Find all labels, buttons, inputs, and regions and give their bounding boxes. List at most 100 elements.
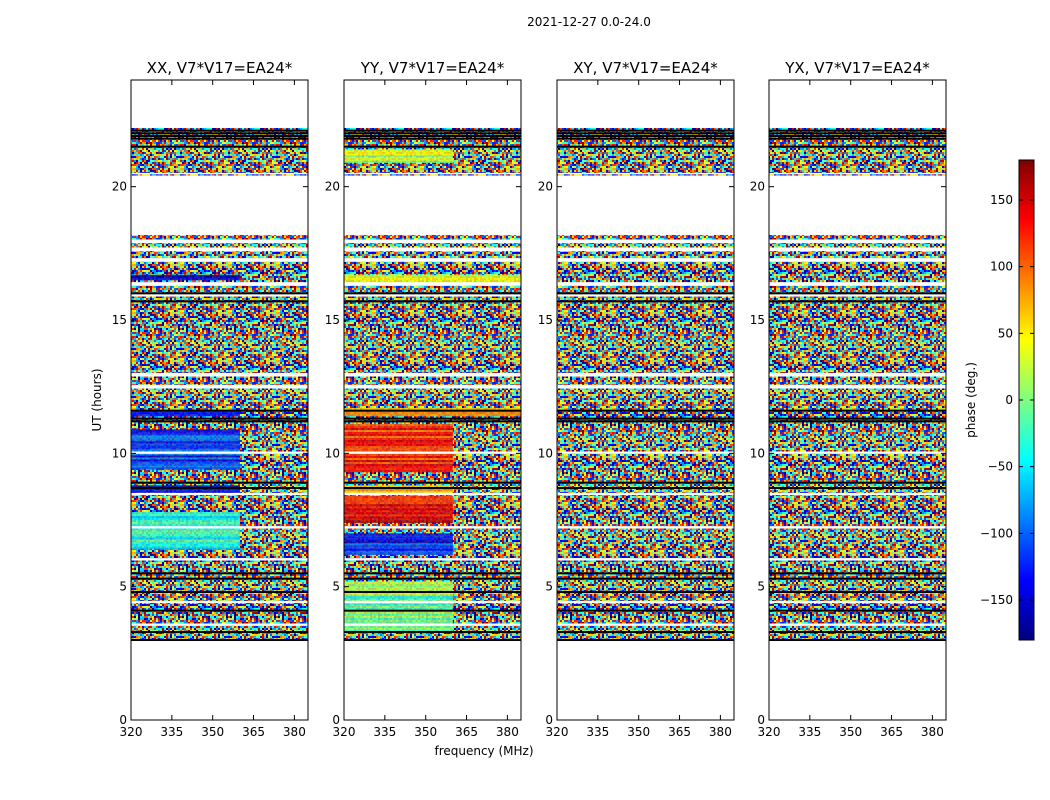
gap-row <box>557 175 734 236</box>
flagged-row <box>769 577 946 580</box>
region-strip <box>131 445 240 448</box>
flagged-row <box>769 487 946 489</box>
flagged-row <box>557 137 734 140</box>
panel-title: YX, V7*V17=EA24* <box>784 59 930 77</box>
flagged-row <box>557 577 734 580</box>
x-tick-label: 350 <box>414 725 437 739</box>
region-strip <box>344 442 453 445</box>
gap-row <box>557 294 734 297</box>
gap-row <box>344 294 521 297</box>
flagged-row <box>557 135 734 137</box>
region-strip <box>131 485 240 488</box>
region-strip <box>131 457 240 460</box>
gap-row <box>131 558 308 561</box>
gap-row <box>769 247 946 252</box>
y-tick-label: 0 <box>545 713 553 727</box>
y-tick-label: 10 <box>325 446 340 460</box>
gap-row <box>769 623 946 626</box>
flagged-row <box>131 417 308 420</box>
flagged-row <box>344 135 521 137</box>
gap-row <box>131 247 308 252</box>
flagged-row <box>557 487 734 489</box>
flagged-row <box>557 639 734 641</box>
x-tick-label: 335 <box>160 725 183 739</box>
y-tick-label: 10 <box>112 446 127 460</box>
region-strip <box>344 468 453 471</box>
region-strip <box>344 625 453 629</box>
region-strip <box>344 454 453 457</box>
region-strip <box>344 510 453 513</box>
panel-0: XX, V7*V17=EA24* 320 335 350 365 380 0 5 10 15 20 <box>112 59 309 739</box>
gap-row <box>344 258 521 262</box>
region-strip <box>344 412 521 415</box>
region-strip <box>344 496 453 499</box>
flagged-row <box>557 591 734 593</box>
gap-row <box>344 384 521 389</box>
region-strip <box>344 585 453 588</box>
region-strip <box>344 426 453 429</box>
gap-row <box>131 239 308 244</box>
axes-frame <box>130 79 309 721</box>
region-strip <box>131 431 240 434</box>
region-strip <box>344 615 453 619</box>
region-strip <box>131 274 240 277</box>
coherent-region <box>344 274 521 283</box>
region-strip <box>131 441 240 444</box>
region-strip <box>131 439 240 442</box>
coherent-region <box>344 424 453 473</box>
region-strip <box>344 546 453 550</box>
region-strip <box>131 491 240 494</box>
region-strip <box>131 523 240 527</box>
region-strip <box>344 458 453 461</box>
region-strip <box>131 529 240 532</box>
flagged-row <box>344 292 521 295</box>
region-strip <box>344 280 521 283</box>
flagged-row <box>769 631 946 633</box>
region-strip <box>344 489 453 492</box>
region-strip <box>344 611 453 615</box>
flagged-row <box>557 609 734 612</box>
x-tick-label: 335 <box>586 725 609 739</box>
coherent-region <box>131 512 240 550</box>
region-strip <box>344 500 453 503</box>
region-strip <box>344 581 453 584</box>
gap-row <box>557 451 734 454</box>
flagged-row <box>344 591 521 593</box>
region-strip <box>344 627 453 631</box>
flagged-row <box>344 609 521 612</box>
x-tick-label: 320 <box>333 725 356 739</box>
flagged-row <box>557 292 734 295</box>
flagged-row <box>769 481 946 484</box>
panel-title: XY, V7*V17=EA24* <box>573 59 718 77</box>
gap-row <box>131 372 308 377</box>
y-tick-label: 10 <box>750 446 765 460</box>
flagged-row <box>769 300 946 303</box>
gap-row <box>769 258 946 262</box>
flagged-row <box>769 639 946 641</box>
coherent-region <box>131 274 240 281</box>
x-tick-label: 380 <box>709 725 732 739</box>
flagged-row <box>131 609 308 612</box>
colorbar-tick-label: 100 <box>990 260 1013 274</box>
y-tick-label: 15 <box>538 313 553 327</box>
x-tick-label: 380 <box>283 725 306 739</box>
flagged-row <box>344 409 521 412</box>
y-tick-label: 15 <box>325 313 340 327</box>
region-strip <box>344 535 453 538</box>
region-strip <box>344 597 453 600</box>
x-tick-label: 350 <box>627 725 650 739</box>
flagged-row <box>769 591 946 593</box>
region-strip <box>344 607 453 611</box>
gap-row <box>557 282 734 286</box>
colorbar-tick-label: 0 <box>1005 393 1013 407</box>
region-strip <box>131 537 240 540</box>
region-strip <box>344 155 453 158</box>
y-axis-label: UT (hours) <box>90 368 104 431</box>
region-strip <box>131 429 240 432</box>
flagged-row <box>131 129 308 132</box>
figure-suptitle: 2021-12-27 0.0-24.0 <box>527 15 651 29</box>
colorbar-label: phase (deg.) <box>964 362 978 438</box>
gap-row <box>557 600 734 604</box>
